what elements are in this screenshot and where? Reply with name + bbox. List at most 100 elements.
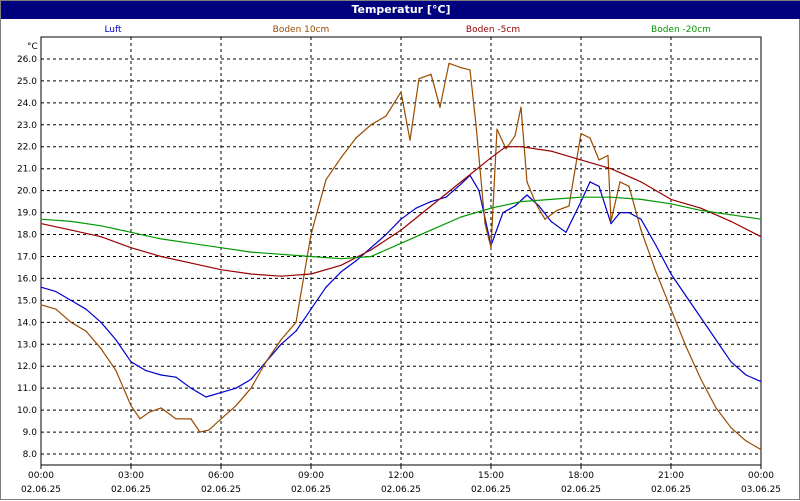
data-point (580, 132, 582, 135)
data-point (190, 262, 192, 264)
data-point (598, 185, 600, 187)
data-point (148, 411, 150, 413)
data-point (700, 209, 702, 211)
data-point (520, 201, 522, 203)
x-tick-time-label: 18:00 (568, 471, 594, 481)
data-point (115, 370, 117, 372)
x-tick-date-label: 03.06.25 (741, 485, 781, 495)
data-point (760, 380, 762, 383)
x-tick-date-label: 02.06.25 (561, 485, 601, 495)
data-point (280, 253, 282, 255)
data-point (280, 275, 282, 277)
data-point (340, 157, 342, 159)
data-point (580, 201, 582, 203)
data-point (40, 222, 42, 225)
data-point (700, 317, 702, 319)
data-point (460, 181, 462, 183)
data-point (610, 168, 612, 170)
x-tick-time-label: 00:00 (28, 471, 54, 481)
data-point (295, 321, 297, 323)
data-point (760, 449, 762, 451)
x-tick-time-label: 00:00 (748, 471, 774, 481)
data-point (355, 260, 357, 262)
y-tick-label: 23.0 (17, 121, 37, 131)
data-point (469, 69, 471, 71)
y-tick-label: 16.0 (17, 274, 37, 284)
data-point (355, 137, 357, 139)
data-point (85, 308, 87, 310)
data-point (544, 218, 546, 220)
y-tick-label: 22.0 (17, 143, 37, 153)
data-point (490, 157, 492, 159)
data-point (619, 181, 621, 183)
y-tick-label: 24.0 (17, 99, 37, 109)
data-point (145, 370, 147, 372)
data-point (340, 264, 342, 266)
y-tick-label: 12.0 (17, 362, 37, 372)
data-point (235, 405, 237, 407)
data-point (310, 273, 312, 275)
x-tick-date-label: 02.06.25 (381, 485, 421, 495)
legend-entry: Boden 10cm (273, 25, 330, 35)
data-point (505, 146, 507, 148)
data-point (610, 220, 612, 222)
data-point (340, 258, 342, 260)
y-tick-label: 18.0 (17, 231, 37, 241)
data-point (220, 269, 222, 271)
data-point (430, 201, 432, 203)
data-point (640, 198, 642, 201)
data-point (760, 218, 762, 220)
data-point (70, 299, 72, 301)
data-point (700, 378, 702, 380)
data-point (685, 345, 687, 348)
data-point (439, 106, 441, 108)
data-point (565, 231, 567, 233)
data-point (535, 203, 537, 205)
data-point (220, 418, 222, 420)
y-tick-label: 26.0 (17, 55, 37, 65)
data-point (400, 218, 402, 220)
data-point (700, 207, 702, 209)
series-line-2 (40, 146, 762, 277)
data-point (502, 211, 504, 214)
data-point (325, 286, 327, 288)
x-tick-date-label: 02.06.25 (111, 485, 151, 495)
data-point (460, 216, 462, 218)
data-point (400, 91, 402, 93)
data-point (190, 387, 192, 389)
y-tick-label: 15.0 (17, 296, 37, 306)
data-point (445, 196, 447, 198)
data-point (205, 396, 207, 398)
data-point (448, 62, 450, 64)
y-tick-label: 17.0 (17, 252, 37, 262)
data-point (460, 183, 462, 185)
data-point (175, 376, 177, 378)
data-point (580, 196, 582, 198)
data-point (655, 271, 657, 273)
x-tick-time-label: 06:00 (208, 471, 234, 481)
data-point (139, 418, 141, 420)
y-tick-label: 13.0 (17, 340, 37, 350)
data-point (640, 181, 642, 183)
data-point (310, 233, 312, 236)
data-point (670, 203, 672, 205)
data-point (496, 128, 498, 130)
data-point (250, 378, 252, 380)
data-point (310, 308, 312, 310)
plot-frame (40, 36, 762, 466)
data-point (55, 291, 57, 293)
data-point (370, 255, 372, 258)
x-tick-time-label: 15:00 (478, 471, 504, 481)
data-point (730, 214, 732, 216)
data-point (730, 361, 732, 363)
y-tick-label: 11.0 (17, 384, 37, 394)
data-point (514, 205, 516, 207)
data-point (40, 304, 42, 306)
data-point (484, 222, 486, 225)
data-point (670, 308, 672, 310)
data-point (160, 407, 162, 409)
x-tick-time-label: 12:00 (388, 471, 414, 481)
data-point (130, 247, 132, 249)
legend-entry: Boden -5cm (466, 25, 520, 35)
data-point (538, 205, 540, 207)
